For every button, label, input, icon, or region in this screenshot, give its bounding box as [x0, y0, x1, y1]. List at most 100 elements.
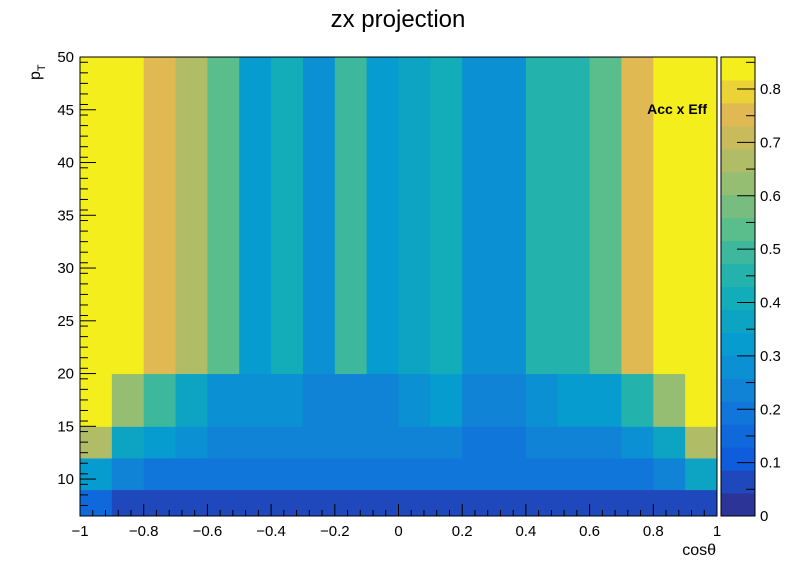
- chart-title: zx projection: [331, 6, 466, 33]
- heatmap-cell: [366, 57, 399, 375]
- y-tick-label: 25: [57, 313, 74, 330]
- heatmap-cell: [685, 57, 718, 375]
- heatmap-cell: [239, 373, 272, 427]
- heatmap-cell: [685, 373, 718, 427]
- x-tick-label: −0.2: [320, 523, 350, 540]
- palette-swatch: [721, 378, 755, 402]
- heatmap-cell: [685, 457, 718, 491]
- y-tick-label: 15: [57, 418, 74, 435]
- heatmap-cell: [111, 426, 145, 459]
- heatmap-cell: [271, 489, 304, 517]
- heatmap-cell: [462, 457, 495, 491]
- heatmap-cell: [271, 457, 304, 491]
- x-tick-label: −1: [71, 523, 88, 540]
- y-tick-label: 35: [57, 207, 74, 224]
- palette-swatch: [721, 240, 755, 265]
- z-tick-label: 0.3: [760, 348, 781, 365]
- y-tick-label: 10: [57, 471, 74, 488]
- y-tick-label: 45: [57, 102, 74, 119]
- heatmap-cell: [557, 457, 591, 491]
- heatmap-cell: [462, 57, 495, 375]
- palette-swatch: [721, 493, 755, 517]
- heatmap-cell: [175, 489, 208, 517]
- palette-swatch: [721, 148, 755, 173]
- heatmap-cell: [366, 489, 399, 517]
- heatmap-cell: [302, 373, 336, 427]
- heatmap-cell: [653, 373, 686, 427]
- palette-swatch: [721, 424, 755, 448]
- heatmap-cell: [557, 489, 591, 517]
- heatmap-cell: [462, 426, 495, 459]
- heatmap-cell: [653, 489, 686, 517]
- y-axis-label-main: p: [27, 71, 44, 80]
- palette-swatch: [721, 355, 755, 379]
- heatmap-cell: [143, 426, 177, 459]
- palette-swatch: [721, 332, 755, 356]
- heatmap-cell: [685, 489, 718, 517]
- heatmap-cell: [334, 426, 368, 459]
- heatmap-cell: [653, 457, 686, 491]
- color-palette: [721, 57, 755, 517]
- heatmap-cell: [143, 373, 177, 427]
- heatmap-cell: [239, 489, 272, 517]
- heatmap-cell: [398, 489, 431, 517]
- y-tick-label: 50: [57, 49, 74, 66]
- heatmap-cell: [207, 457, 240, 491]
- heatmap-cell: [111, 57, 145, 375]
- heatmap-cell: [143, 489, 177, 517]
- heatmap-cell: [207, 57, 240, 375]
- heatmap-cell: [334, 489, 368, 517]
- heatmap-cell: [271, 57, 304, 375]
- heatmap-cell: [525, 457, 559, 491]
- heatmap-cell: [398, 426, 431, 459]
- heatmap-cell: [239, 426, 272, 459]
- svg-text:pT: pT: [27, 64, 48, 80]
- heatmap-cell: [430, 426, 463, 459]
- heatmap-cell: [653, 426, 686, 459]
- x-tick-label: 0.8: [643, 523, 664, 540]
- heatmap-cell: [589, 426, 622, 459]
- z-tick-label: 0.8: [760, 81, 781, 98]
- x-tick-label: 0.2: [452, 523, 473, 540]
- z-tick-label: 0.1: [760, 455, 781, 472]
- heatmap-cell: [143, 57, 177, 375]
- heatmap-cells: [80, 57, 718, 517]
- x-tick-label: 1: [713, 523, 721, 540]
- heatmap-cell: [207, 489, 240, 517]
- heatmap-cell: [207, 426, 240, 459]
- heatmap-cell: [430, 373, 463, 427]
- heatmap-cell: [366, 457, 399, 491]
- heatmap-cell: [111, 373, 145, 427]
- y-axis-label-subscript: T: [36, 64, 48, 71]
- z-tick-label: 0.6: [760, 188, 781, 205]
- heatmap-cell: [302, 57, 336, 375]
- z-tick-label: 0.2: [760, 401, 781, 418]
- y-tick-label: 30: [57, 260, 74, 277]
- y-tick-label: 40: [57, 155, 74, 172]
- color-axis: 0 0.1 0.2 0.3 0.4 0.5 0.6 0.7 0.8: [737, 61, 781, 525]
- palette-swatch: [721, 263, 755, 287]
- heatmap-cell: [621, 57, 654, 375]
- heatmap-cell: [589, 373, 622, 427]
- heatmap-cell: [334, 373, 368, 427]
- x-tick-label: 0.4: [515, 523, 536, 540]
- heatmap-cell: [207, 373, 240, 427]
- heatmap-cell: [175, 57, 208, 375]
- heatmap-cell: [462, 489, 495, 517]
- heatmap-cell: [398, 57, 431, 375]
- heatmap-cell: [302, 457, 336, 491]
- heatmap-cell: [302, 426, 336, 459]
- heatmap-cell: [621, 373, 654, 427]
- heatmap-cell: [334, 57, 368, 375]
- heatmap-cell: [366, 373, 399, 427]
- heatmap-cell: [494, 457, 527, 491]
- heatmap-cell: [111, 489, 145, 517]
- heatmap-cell: [175, 426, 208, 459]
- heatmap-cell: [525, 373, 559, 427]
- palette-swatch: [721, 79, 755, 104]
- palette-swatch: [721, 309, 755, 333]
- heatmap-cell: [557, 426, 591, 459]
- heatmap-cell: [271, 426, 304, 459]
- palette-swatch: [721, 401, 755, 425]
- heatmap-cell: [398, 373, 431, 427]
